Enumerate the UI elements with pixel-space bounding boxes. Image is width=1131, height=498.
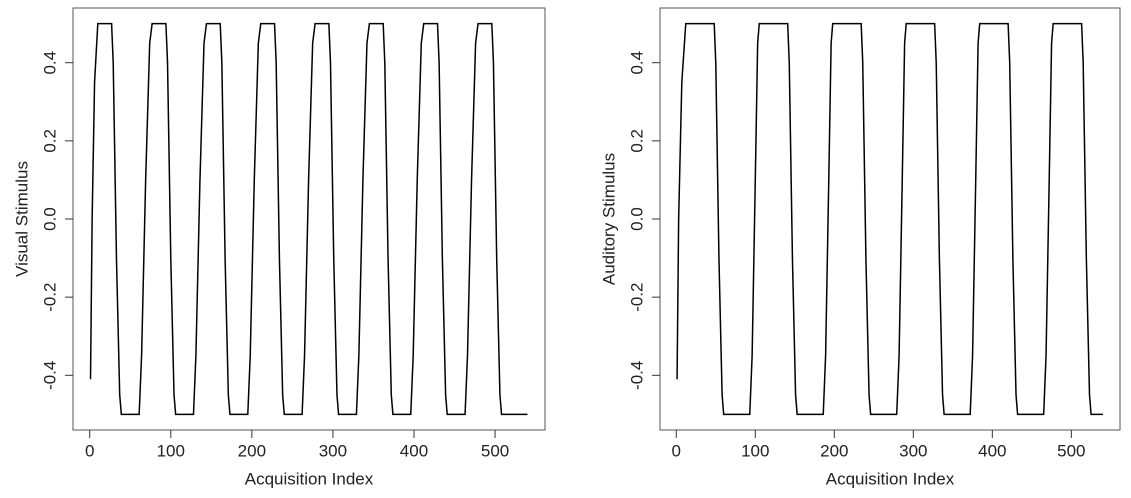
- x-tick-label: 0: [85, 441, 94, 460]
- y-tick-label: 0.0: [627, 207, 646, 231]
- y-tick-label: 0.4: [40, 51, 59, 75]
- y-axis-label: Visual Stimulus: [12, 161, 31, 277]
- x-tick-label: 100: [157, 441, 185, 460]
- data-line: [89, 22, 528, 416]
- x-tick-label: 0: [672, 441, 681, 460]
- data-line: [676, 22, 1103, 416]
- y-tick-label: -0.4: [627, 361, 646, 390]
- x-tick-label: 200: [238, 441, 266, 460]
- x-tick-label: 400: [400, 441, 428, 460]
- y-tick-label: 0.0: [40, 207, 59, 231]
- x-tick-label: 500: [1057, 441, 1085, 460]
- x-tick-label: 400: [978, 441, 1006, 460]
- x-axis-label: Acquisition Index: [245, 469, 374, 488]
- x-tick-label: 500: [481, 441, 509, 460]
- y-tick-label: -0.4: [40, 361, 59, 390]
- y-tick-label: 0.4: [627, 51, 646, 75]
- x-axis-label: Acquisition Index: [826, 469, 955, 488]
- y-tick-label: -0.2: [40, 282, 59, 311]
- x-tick-label: 100: [741, 441, 769, 460]
- x-tick-label: 300: [319, 441, 347, 460]
- y-tick-label: -0.2: [627, 282, 646, 311]
- y-axis-label: Auditory Stimulus: [599, 153, 618, 285]
- y-tick-label: 0.2: [627, 129, 646, 153]
- x-tick-label: 200: [820, 441, 848, 460]
- x-tick-label: 300: [899, 441, 927, 460]
- y-tick-label: 0.2: [40, 129, 59, 153]
